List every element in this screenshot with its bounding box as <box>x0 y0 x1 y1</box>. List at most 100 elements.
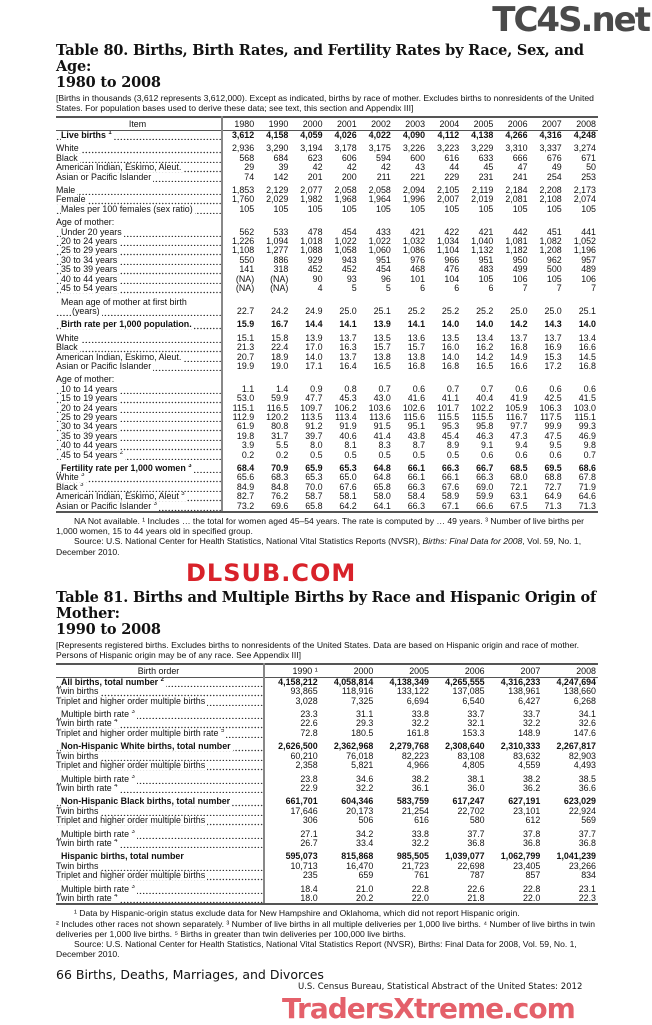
cell-value: 71.3 <box>529 501 564 514</box>
spacer-row <box>56 460 598 464</box>
row-label-value: White <box>56 144 79 154</box>
row-label-text: American Indian, Eskimo, Aleut. <box>56 163 184 173</box>
cell-value: 16,470 <box>346 861 374 871</box>
footnote-marker: 3 <box>131 774 135 780</box>
row-label-value: Triplet and higher order multiple births <box>56 871 206 881</box>
table-row: Triplet and higher order multiple birth … <box>56 728 598 739</box>
row-label: 30 to 34 years <box>56 422 223 432</box>
column-header-year: 2006 <box>430 662 487 678</box>
row-label: (years) <box>56 306 223 317</box>
cell-value: 113.5 <box>300 412 323 422</box>
cell-value: 0.5 <box>412 450 426 460</box>
cell-value: 66.1 <box>441 473 460 483</box>
table-row: 45 to 54 years 2 0.2 0.2 0.5 0.5 0.5 0.5 0.5 0.6… <box>56 450 598 460</box>
page-footer-label: 66 Births, Deaths, Marriages, and Divorc… <box>56 967 324 983</box>
cell-value: 102.2 <box>471 403 494 413</box>
cell-value: 2,094 <box>402 186 426 196</box>
header-row: Birth order 1990 ¹ 2000 2005 2006 2007 2008 <box>56 662 598 678</box>
cell-value <box>564 218 598 227</box>
table-row: 35 to 39 years 141 318 452 452 454 468 476 483 49… <box>56 265 598 275</box>
cell-value: 103.0 <box>573 403 596 413</box>
cell-value: 71.3 <box>563 501 598 514</box>
spacer-row <box>56 825 598 830</box>
cell-value: 37.8 <box>523 829 541 839</box>
cell-value: 0.6 <box>583 384 596 394</box>
table-row: Non-Hispanic Black births, total number 6… <box>56 797 598 807</box>
cell-value: 201 <box>307 172 323 182</box>
cell-value <box>359 298 393 307</box>
cell-value: 6 <box>420 284 426 294</box>
cell-value <box>530 375 564 384</box>
cell-value: 815,868 <box>341 852 374 862</box>
cell-value: 22.4 <box>271 343 289 353</box>
cell-value: 7 <box>522 284 528 294</box>
cell-value: 13.6 <box>407 333 426 343</box>
cell-value: 33.8 <box>411 710 429 720</box>
cell-value: 985,505 <box>396 852 429 862</box>
cell-value: 47 <box>517 163 528 173</box>
row-label-value: Non-Hispanic White births, total number <box>61 742 231 752</box>
cell-value: 105 <box>444 204 460 214</box>
row-label-value: Twin birth rate <box>56 719 112 729</box>
cell-value: 23,266 <box>568 861 596 871</box>
cell-value: 53.0 <box>236 394 255 404</box>
cell-value: 9.5 <box>549 441 562 451</box>
cell-value: 39.7 <box>305 431 323 441</box>
table-row: Fertility rate per 1,000 women 3 68.4 70.9… <box>56 464 598 474</box>
cell-value: 14.2 <box>510 320 528 330</box>
cell-value <box>256 375 290 384</box>
cell-value: 91.2 <box>305 422 323 432</box>
cell-value: 105 <box>546 204 562 214</box>
cell-value: 8.0 <box>310 441 323 451</box>
cell-value <box>427 218 461 227</box>
spacer <box>56 770 265 775</box>
cell-value: 13.7 <box>339 333 357 343</box>
cell-value: 0.6 <box>549 450 562 460</box>
cell-value: 20.7 <box>236 352 255 362</box>
row-label: Twin births <box>56 687 265 697</box>
cell-value: 2,019 <box>471 195 494 205</box>
cell-value: 1,039,077 <box>445 852 485 862</box>
table-row: Multiple birth rate 3 18.4 21.0 22.8 22.6 22.… <box>56 884 598 894</box>
cell-value: 834 <box>581 871 596 881</box>
cell-value: 6,694 <box>406 696 429 706</box>
cell-value: 41.5 <box>578 394 596 404</box>
cell-value: 4,138,349 <box>389 677 429 687</box>
cell-value: 116.5 <box>266 403 289 413</box>
cell-value: 65.6 <box>236 473 255 483</box>
cell-value: 115.5 <box>471 412 494 422</box>
row-label-value: Twin births <box>56 687 99 697</box>
cell-value: 14.0 <box>578 320 596 330</box>
cell-value: 105 <box>239 204 255 214</box>
row-label-text: Fertility rate per 1,000 women 3 <box>61 464 194 473</box>
table-row: American Indian, Eskimo, Aleut. 29 39 42 42 4… <box>56 163 598 173</box>
spacer <box>56 793 265 798</box>
cell-value: 3,310 <box>505 144 528 154</box>
cell-value: 241 <box>512 172 528 182</box>
cell-value: 14.4 <box>305 320 323 330</box>
cell-value: 254 <box>546 172 562 182</box>
row-label-text: 15 to 19 years <box>61 394 120 404</box>
row-label: Multiple birth rate 3 <box>56 774 265 784</box>
row-label-value: Fertility rate per 1,000 women <box>61 464 186 473</box>
cell-value: 4,493 <box>573 761 596 771</box>
cell-value: 13.8 <box>407 352 426 362</box>
footnote-marker: 3 <box>188 464 192 470</box>
row-label: 30 to 34 years <box>56 255 223 266</box>
cell-value <box>290 298 324 307</box>
cell-value: (NA) <box>270 274 289 284</box>
cell-value: 65.3 <box>339 464 357 473</box>
cell-value <box>427 298 461 307</box>
source-text: Source: U.S. National Center for Health … <box>74 536 423 547</box>
cell-value: 76,018 <box>346 751 374 761</box>
table81: Birth order 1990 ¹ 2000 2005 2006 2007 2008 Al… <box>56 662 598 906</box>
cell-value: 0.6 <box>481 450 494 460</box>
cell-value: 24.2 <box>271 306 289 316</box>
row-label: Triplet and higher order multiple birth … <box>56 728 265 739</box>
cell-value: 32.2 <box>523 719 541 729</box>
cell-value: 2,029 <box>266 195 289 205</box>
cell-value: 95.3 <box>441 422 460 432</box>
column-header-year: 2006 <box>495 116 530 131</box>
row-label-text: Asian or Pacific Islander 3 <box>56 501 160 510</box>
row-label-text: American Indian, Eskimo, Aleut 3 <box>56 492 187 502</box>
